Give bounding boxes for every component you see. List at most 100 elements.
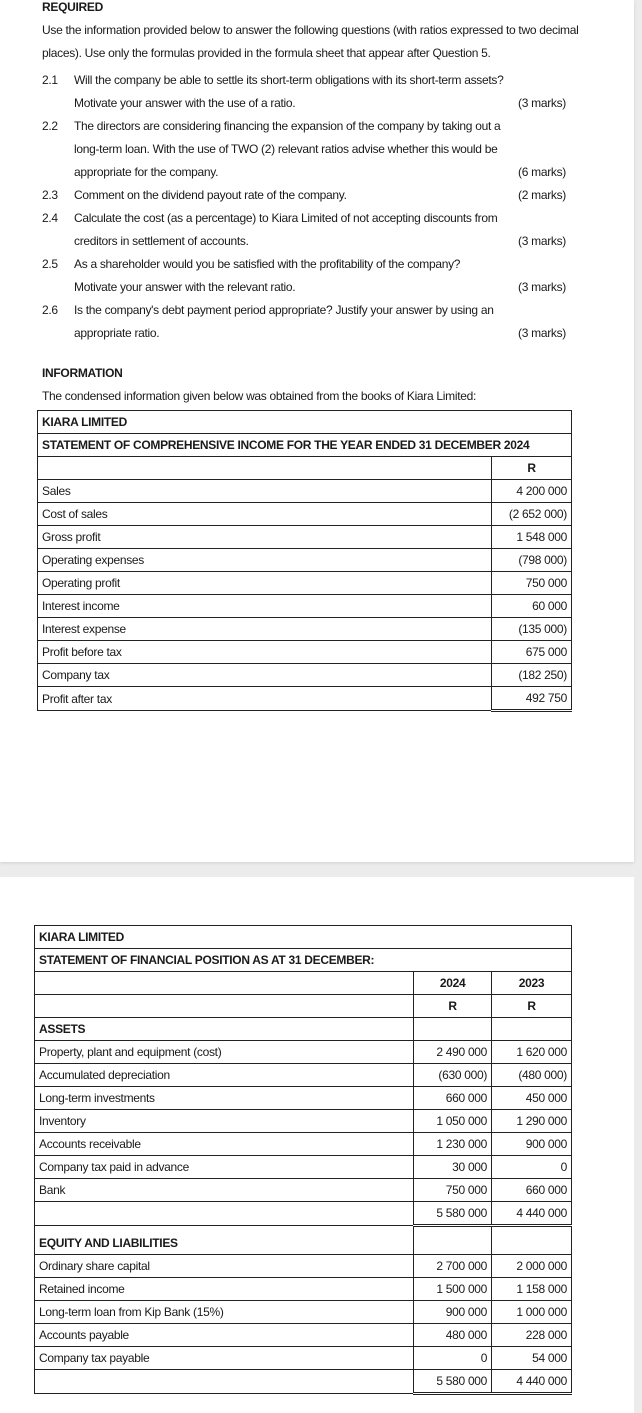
row-value: 60 000 [491,594,572,618]
row-label: Accounts receivable [33,1132,415,1156]
row-label: Company tax paid in advance [33,1155,415,1179]
income-row: Sales 4 200 000 [36,479,572,503]
row-value: 1 548 000 [491,525,572,549]
income-company-name: KIARA LIMITED [37,410,572,434]
value-2024: 900 000 [413,1300,493,1324]
income-row: Profit after tax 492 750 [36,686,572,712]
assets-total-row: 5 580 000 4 440 000 [33,1201,572,1227]
income-statement-title: STATEMENT OF COMPREHENSIVE INCOME FOR TH… [37,433,572,457]
row-label: Ordinary share capital [33,1254,415,1278]
value-2023: 1 158 000 [491,1277,572,1301]
question-number: 2.1 [42,73,58,87]
row-value: (182 250) [491,663,572,687]
equity-row: Retained income 1 500 000 1 158 000 [33,1277,572,1301]
equity-row: Accounts payable 480 000 228 000 [33,1323,572,1347]
row-label: Accumulated depreciation [33,1063,415,1087]
question-marks: (3 marks) [518,96,566,110]
row-label: Accounts payable [33,1323,415,1347]
equity-row: Ordinary share capital 2 700 000 2 000 000 [33,1254,572,1278]
question-text: As a shareholder would you be satisfied … [74,257,461,294]
row-label: Long-term loan from Kip Bank (15%) [33,1300,415,1324]
value-2024: 0 [413,1346,493,1370]
row-label: Property, plant and equipment (cost) [33,1040,415,1064]
row-label: Company tax payable [33,1346,415,1370]
value-2024: 30 000 [413,1155,493,1179]
question-2-6: 2.6 Is the company's debt payment period … [42,299,566,345]
question-number: 2.5 [42,257,58,271]
question-number: 2.4 [42,211,58,225]
row-label: Profit before tax [36,640,493,664]
question-text: The directors are considering financing … [74,119,501,179]
question-marks: (3 marks) [518,280,566,294]
row-label: Long-term investments [33,1086,415,1110]
currency-header-2023: R [491,994,572,1018]
row-value: 675 000 [491,640,572,664]
value-2023: 0 [491,1155,572,1179]
question-marks: (3 marks) [518,234,566,248]
income-row: Cost of sales (2 652 000) [36,502,572,526]
equity-heading: EQUITY AND LIABILITIES [33,1225,415,1255]
row-label: Interest income [36,594,493,618]
income-row: Operating profit 750 000 [36,571,572,595]
row-value: 492 750 [491,686,572,712]
value-2023: 228 000 [491,1323,572,1347]
value-2024: 660 000 [413,1086,493,1110]
income-row: Gross profit 1 548 000 [36,525,572,549]
question-marks: (3 marks) [518,326,566,340]
row-label: Cost of sales [36,502,493,526]
equity-total-2024: 5 580 000 [413,1369,493,1395]
row-label: Operating profit [36,571,493,595]
income-row: Interest income 60 000 [36,594,572,618]
income-row: Company tax (182 250) [36,663,572,687]
value-2024: (630 000) [413,1063,493,1087]
row-label: Bank [33,1178,415,1202]
value-2023: (480 000) [491,1063,572,1087]
row-label: Inventory [33,1109,415,1133]
value-2024: 1 500 000 [413,1277,493,1301]
question-number: 2.6 [42,303,58,317]
row-label: Retained income [33,1277,415,1301]
row-value: 750 000 [491,571,572,595]
year-header-2023: 2023 [491,971,572,995]
value-2023: 450 000 [491,1086,572,1110]
value-2023: 2 000 000 [491,1254,572,1278]
income-statement-table: KIARA LIMITED STATEMENT OF COMPREHENSIVE… [36,410,572,712]
required-intro-line-2: places). Use only the formulas provided … [42,46,491,60]
value-2023: 660 000 [491,1178,572,1202]
question-number: 2.3 [42,188,58,202]
equity-total-2023: 4 440 000 [491,1369,572,1395]
assets-row: Accounts receivable 1 230 000 900 000 [33,1132,572,1156]
income-row: Operating expenses (798 000) [36,548,572,572]
question-text: Calculate the cost (as a percentage) to … [74,211,498,248]
question-marks: (6 marks) [518,165,566,179]
information-intro: The condensed information given below wa… [42,389,477,403]
currency-header-2024: R [413,994,493,1018]
income-row: Interest expense (135 000) [36,617,572,641]
assets-row: Property, plant and equipment (cost) 2 49… [33,1040,572,1064]
equity-total-row: 5 580 000 4 440 000 [33,1369,572,1395]
required-heading: REQUIRED [42,0,103,14]
year-header-2024: 2024 [413,971,493,995]
value-2024: 1 050 000 [413,1109,493,1133]
question-text: Is the company's debt payment period app… [74,303,494,340]
value-2023: 54 000 [491,1346,572,1370]
value-2024: 480 000 [413,1323,493,1347]
balance-sheet-title: STATEMENT OF FINANCIAL POSITION AS AT 31… [34,948,572,972]
balance-company-name: KIARA LIMITED [34,925,572,949]
equity-row: Long-term loan from Kip Bank (15%) 900 00… [33,1300,572,1324]
question-2-4: 2.4 Calculate the cost (as a percentage) … [42,207,566,253]
assets-row: Inventory 1 050 000 1 290 000 [33,1109,572,1133]
row-label: Sales [36,479,493,503]
question-2-5: 2.5 As a shareholder would you be satisfi… [42,253,566,299]
required-intro-line-1: Use the information provided below to an… [42,23,579,37]
assets-row: Company tax paid in advance 30 000 0 [33,1155,572,1179]
question-2-2: 2.2 The directors are considering financi… [42,115,566,184]
row-value: (798 000) [491,548,572,572]
assets-heading: ASSETS [33,1017,415,1041]
row-label: Interest expense [36,617,493,641]
row-value: (2 652 000) [491,502,572,526]
value-2024: 750 000 [413,1178,493,1202]
value-2024: 2 700 000 [413,1254,493,1278]
value-2023: 1 000 000 [491,1300,572,1324]
assets-row: Accumulated depreciation (630 000) (480 00… [33,1063,572,1087]
